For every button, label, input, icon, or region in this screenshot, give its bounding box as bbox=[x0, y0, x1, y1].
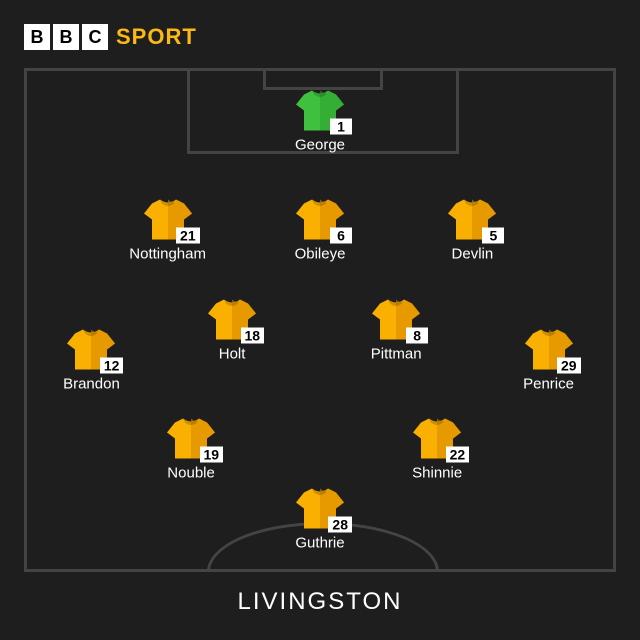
shirt-icon: 6 bbox=[294, 198, 346, 242]
player-number: 28 bbox=[328, 517, 352, 533]
player-name: Guthrie bbox=[295, 535, 344, 552]
players-layer: 1 George 21 Nottingham 6 Obileye 5 Devli… bbox=[27, 71, 613, 569]
shirt-icon: 28 bbox=[294, 487, 346, 531]
shirt-icon: 8 bbox=[370, 297, 422, 341]
player-name: Nottingham bbox=[129, 246, 206, 263]
shirt-icon: 18 bbox=[206, 297, 258, 341]
player-number: 29 bbox=[557, 357, 581, 373]
player-marker: 1 George bbox=[285, 88, 355, 153]
player-name: Brandon bbox=[63, 375, 120, 392]
team-name: LIVINGSTON bbox=[0, 588, 640, 616]
lineup-graphic: B B C SPORT 1 George 21 Nottingham bbox=[0, 0, 640, 640]
shirt-icon: 29 bbox=[523, 327, 575, 371]
player-marker: 29 Penrice bbox=[514, 327, 584, 392]
player-marker: 22 Shinnie bbox=[402, 417, 472, 482]
player-number: 5 bbox=[482, 228, 504, 244]
player-number: 22 bbox=[446, 447, 470, 463]
player-marker: 28 Guthrie bbox=[285, 487, 355, 552]
player-marker: 6 Obileye bbox=[285, 198, 355, 263]
shirt-icon: 19 bbox=[165, 417, 217, 461]
player-marker: 18 Holt bbox=[197, 297, 267, 362]
player-marker: 21 Nottingham bbox=[133, 198, 203, 263]
player-name: Pittman bbox=[371, 345, 422, 362]
bbc-letter: B bbox=[53, 24, 79, 50]
player-number: 18 bbox=[241, 327, 265, 343]
player-number: 6 bbox=[330, 228, 352, 244]
shirt-icon: 12 bbox=[65, 327, 117, 371]
shirt-icon: 1 bbox=[294, 88, 346, 132]
player-marker: 8 Pittman bbox=[361, 297, 431, 362]
player-name: George bbox=[295, 136, 345, 153]
player-name: Shinnie bbox=[412, 465, 462, 482]
player-number: 21 bbox=[176, 228, 200, 244]
player-number: 19 bbox=[200, 447, 224, 463]
player-number: 8 bbox=[406, 327, 428, 343]
player-marker: 12 Brandon bbox=[56, 327, 126, 392]
shirt-icon: 21 bbox=[142, 198, 194, 242]
bbc-letter: B bbox=[24, 24, 50, 50]
player-name: Holt bbox=[219, 345, 246, 362]
bbc-logo: B B C bbox=[24, 24, 108, 50]
player-name: Devlin bbox=[452, 246, 494, 263]
player-marker: 5 Devlin bbox=[437, 198, 507, 263]
player-number: 12 bbox=[100, 357, 124, 373]
player-marker: 19 Nouble bbox=[156, 417, 226, 482]
brand-header: B B C SPORT bbox=[24, 24, 197, 50]
pitch: 1 George 21 Nottingham 6 Obileye 5 Devli… bbox=[24, 68, 616, 572]
player-name: Penrice bbox=[523, 375, 574, 392]
sport-word: SPORT bbox=[116, 24, 197, 50]
player-name: Obileye bbox=[295, 246, 346, 263]
shirt-icon: 5 bbox=[446, 198, 498, 242]
shirt-icon: 22 bbox=[411, 417, 463, 461]
player-name: Nouble bbox=[167, 465, 215, 482]
player-number: 1 bbox=[330, 118, 352, 134]
bbc-letter: C bbox=[82, 24, 108, 50]
